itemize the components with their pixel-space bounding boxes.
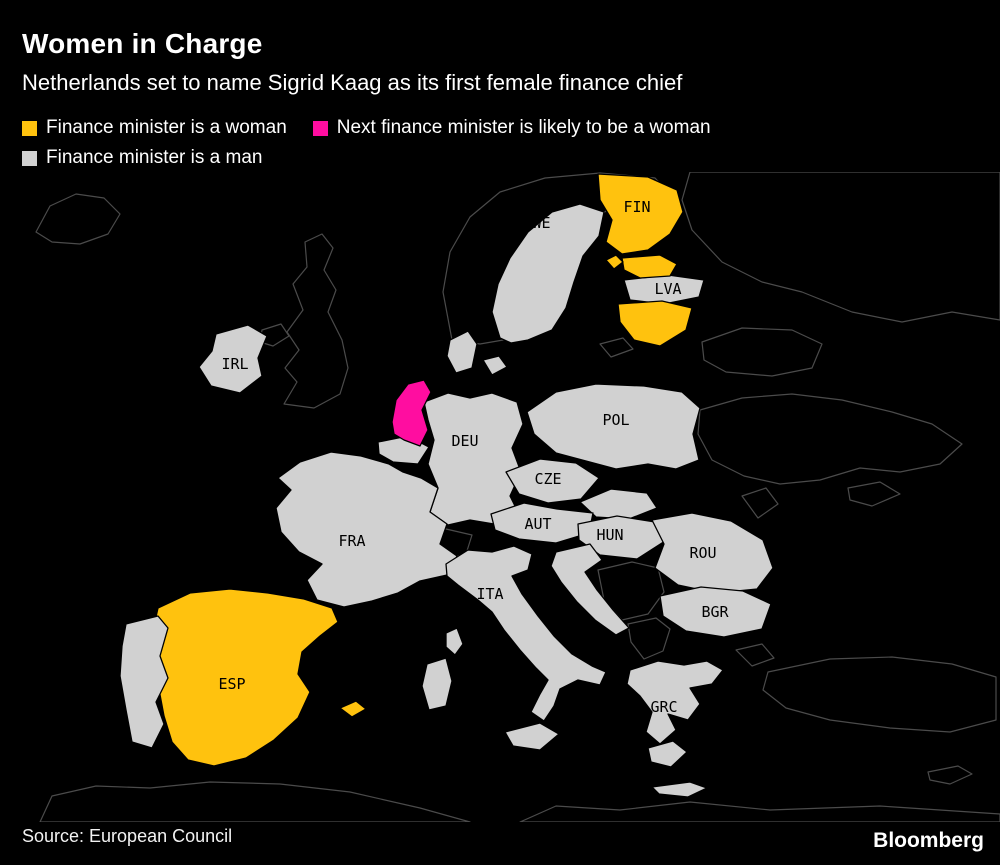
country-balearic-islands — [339, 700, 367, 718]
country-peloponnese — [647, 740, 688, 768]
legend-swatch-likely-woman-icon — [312, 120, 328, 136]
legend: Finance minister is a woman Next finance… — [22, 117, 737, 177]
legend-swatch-woman-icon — [22, 120, 37, 136]
bloomberg-logo: Bloomberg — [873, 829, 984, 852]
member-countries — [119, 173, 774, 798]
country-iceland — [35, 193, 121, 245]
legend-row-1: Finance minister is a woman Next finance… — [22, 117, 737, 139]
country-slovakia — [579, 488, 658, 520]
country-turkey — [762, 656, 997, 733]
country-label-aut: AUT — [524, 515, 551, 533]
country-corsica — [445, 627, 464, 656]
country-turkey-europe — [735, 643, 775, 667]
country-hungary — [577, 515, 666, 560]
country-label-bgr: BGR — [701, 603, 729, 621]
country-denmark-island — [482, 355, 508, 376]
country-netherlands — [391, 379, 432, 447]
header: Women in Charge Netherlands set to name … — [22, 28, 978, 96]
page-title: Women in Charge — [22, 28, 263, 59]
legend-row-2: Finance minister is a man — [22, 147, 737, 169]
country-sardinia — [421, 657, 453, 711]
country-label-ita: ITA — [476, 585, 503, 603]
country-greece — [626, 660, 724, 745]
country-estonia — [621, 254, 678, 279]
country-label-hun: HUN — [596, 526, 623, 544]
country-lithuania — [617, 300, 693, 347]
country-poland — [526, 383, 701, 470]
country-italy — [445, 545, 607, 722]
country-germany — [423, 392, 524, 526]
country-ukraine — [697, 393, 963, 485]
legend-item-man: Finance minister is a man — [22, 147, 262, 169]
legend-swatch-man-icon — [22, 150, 37, 166]
land-north-africa-east — [519, 801, 1000, 822]
country-crimea — [847, 481, 901, 507]
country-label-cze: CZE — [534, 470, 561, 488]
country-bulgaria — [659, 586, 772, 638]
country-sicily — [504, 722, 560, 751]
country-romania — [651, 512, 774, 594]
country-estonia-islands — [605, 254, 624, 270]
country-belarus — [701, 327, 823, 377]
legend-label-likely-woman: Next finance minister is likely to be a … — [336, 117, 711, 138]
legend-item-woman: Finance minister is a woman — [22, 117, 287, 139]
country-france — [275, 451, 458, 608]
land-north-africa-west — [39, 781, 471, 822]
country-label-swe: SWE — [523, 214, 550, 232]
country-denmark — [446, 330, 478, 374]
page-subtitle: Netherlands set to name Sigrid Kaag as i… — [22, 70, 683, 95]
country-labels: SWE FIN LVA IRL POL DEU CZE AUT HUN FRA … — [218, 198, 729, 716]
country-portugal — [119, 615, 169, 749]
country-label-deu: DEU — [451, 432, 478, 450]
country-ireland — [198, 324, 268, 394]
country-albania-macedonia — [627, 617, 671, 660]
country-kaliningrad — [599, 337, 634, 358]
swatch-fill — [22, 120, 37, 136]
legend-label-man: Finance minister is a man — [46, 147, 263, 168]
inactive-countries — [35, 172, 1000, 822]
country-label-grc: GRC — [650, 698, 677, 716]
country-moldova — [741, 487, 779, 519]
country-cyprus — [927, 765, 973, 785]
country-spain — [153, 588, 339, 767]
country-label-lva: LVA — [654, 280, 681, 298]
country-label-fin: FIN — [623, 198, 650, 216]
country-label-fra: FRA — [338, 532, 365, 550]
country-label-rou: ROU — [689, 544, 716, 562]
country-czechia — [505, 458, 600, 504]
country-label-esp: ESP — [218, 675, 245, 693]
swatch-fill — [312, 120, 328, 136]
swatch-fill — [22, 150, 37, 166]
country-label-irl: IRL — [221, 355, 248, 373]
country-sweden — [491, 203, 605, 344]
country-label-pol: POL — [602, 411, 629, 429]
country-slovenia-croatia — [550, 543, 630, 636]
legend-label-woman: Finance minister is a woman — [46, 117, 287, 138]
country-russia — [681, 172, 1000, 323]
source-note: Source: European Council — [22, 826, 233, 846]
country-finland — [597, 173, 684, 255]
country-uk — [283, 233, 349, 409]
europe-map: SWE FIN LVA IRL POL DEU CZE AUT HUN FRA … — [35, 172, 1000, 822]
legend-item-likely-woman: Next finance minister is likely to be a … — [312, 117, 711, 139]
country-crete — [651, 781, 708, 798]
